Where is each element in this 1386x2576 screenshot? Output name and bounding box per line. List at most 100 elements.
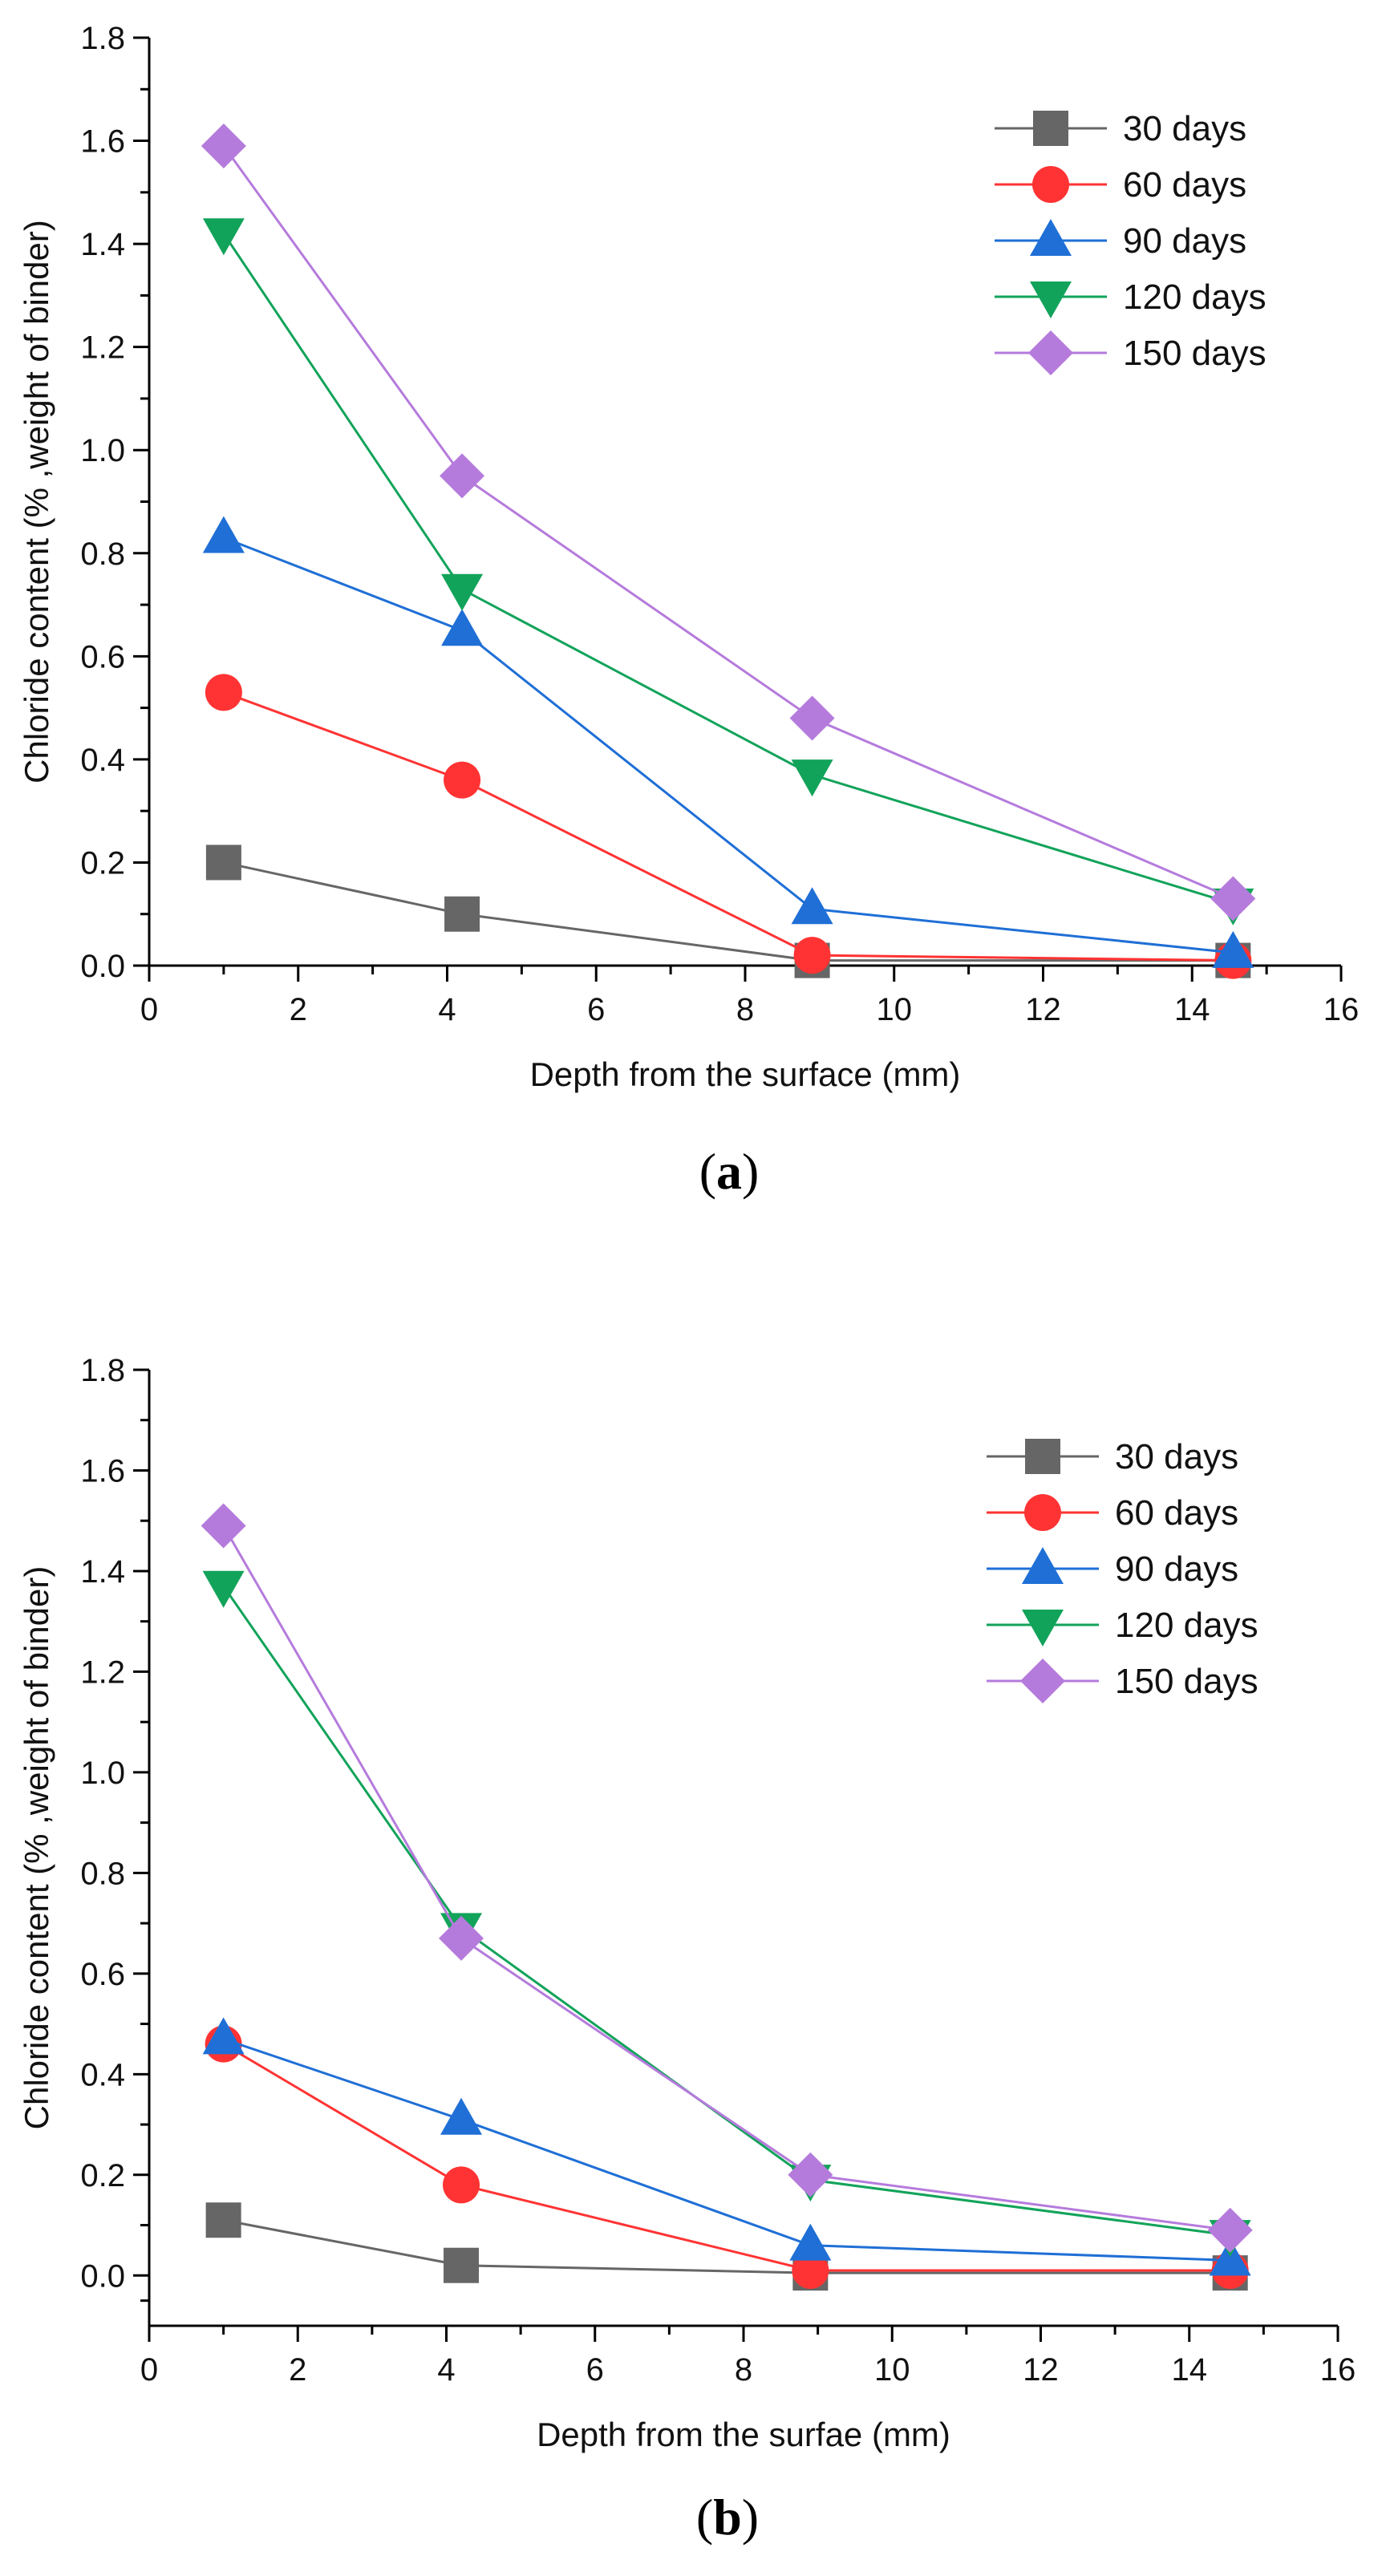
data-point [1209,2238,1251,2276]
y-tick-label: 0.8 [80,537,125,572]
legend-item: 150 days [987,1659,1258,1703]
x-tick-label: 6 [586,2352,604,2388]
series-line [222,233,1234,905]
y-tick-label: 0.0 [80,2258,125,2294]
series-4 [201,123,1256,921]
data-point [202,516,245,553]
legend-marker [1033,111,1068,146]
legend-marker [1030,281,1072,318]
data-point [789,695,835,741]
data-point [789,2223,832,2261]
series-1 [205,674,1252,979]
legend-label: 30 days [1115,1437,1238,1476]
legend-item: 30 days [995,109,1246,148]
x-tick-label: 6 [587,992,605,1027]
data-point [444,896,480,932]
x-tick-label: 0 [140,992,158,1027]
legend-marker [1024,1494,1061,1531]
x-tick-label: 8 [735,2352,752,2388]
legend-marker [1032,166,1069,203]
legend-label: 150 days [1115,1662,1258,1701]
x-tick-label: 8 [736,992,754,1027]
legend-item: 90 days [995,219,1246,261]
data-point [202,2017,245,2055]
legend-marker [1028,330,1073,375]
data-point [439,1915,484,1961]
legend-item: 60 days [987,1493,1238,1533]
legend-item: 30 days [987,1437,1238,1476]
x-tick-label: 16 [1320,2352,1356,2388]
series-line [222,145,1234,900]
data-point [441,609,484,646]
y-tick-label: 0.8 [80,1856,125,1891]
panel-label: (b) [696,2489,759,2546]
y-tick-label: 1.8 [80,21,125,56]
x-tick-label: 14 [1172,2352,1208,2388]
x-tick-label: 4 [438,992,456,1027]
legend-item: 60 days [995,165,1246,205]
data-point [444,761,481,799]
y-axis-title: Chloride content (% ,weight of binder) [18,1566,55,2130]
x-tick-label: 12 [1025,992,1061,1027]
legend-label: 30 days [1123,109,1246,148]
series-line [223,861,1234,962]
x-tick-label: 4 [437,2352,455,2388]
series-line [223,2218,1230,2274]
series-line [222,2043,1230,2272]
data-point [1212,930,1254,968]
x-tick-label: 2 [290,992,307,1027]
legend-label: 120 days [1115,1606,1258,1645]
series-line [223,691,1234,962]
y-tick-label: 0.0 [80,949,125,984]
chart-panel-b: 0 2 4 6 8 10 12 14 16 0.0 0.2 0.4 0.6 0.8 1.0 1.2 1.4 1.6… [18,1353,1356,2546]
x-tick-label: 14 [1174,992,1210,1027]
legend-label: 90 days [1115,1549,1238,1589]
legend-label: 60 days [1115,1493,1238,1533]
legend-label: 60 days [1123,165,1246,205]
legend: 30 days 60 days 90 days 120 days 150 days [995,109,1266,375]
x-tick-label: 10 [874,2352,910,2388]
data-point [791,887,833,925]
series-2 [202,516,1254,968]
data-point [201,1503,246,1549]
x-tick-label: 0 [140,2352,158,2388]
panel-letter: a [716,1143,742,1200]
legend-marker [1020,1659,1065,1703]
y-tick-label: 1.4 [80,1554,125,1590]
legend-label: 90 days [1123,221,1246,261]
legend-item: 120 days [995,277,1266,318]
legend-marker [1022,1610,1064,1646]
data-point [441,573,484,611]
panel-label: (a) [699,1143,760,1200]
legend-marker [1025,1439,1060,1474]
y-tick-label: 1.0 [80,433,125,468]
y-axis-title: Chloride content (% ,weight of binder) [18,220,55,784]
data-point [202,1570,245,1608]
y-tick-label: 1.8 [80,1353,125,1388]
data-point [443,2166,480,2204]
y-tick-label: 1.6 [80,124,125,160]
data-point [791,759,833,797]
y-tick-label: 1.2 [80,330,125,366]
data-point [202,218,245,256]
x-axis-title: Depth from the surfae (mm) [537,2416,950,2453]
legend-item: 150 days [995,330,1266,375]
y-tick-label: 0.2 [80,2158,125,2193]
y-tick-label: 0.6 [80,639,125,674]
data-point [1210,876,1256,921]
data-point [440,2097,483,2135]
y-tick-label: 1.0 [80,1756,125,1791]
data-point [440,453,485,499]
legend: 30 days 60 days 90 days 120 days 150 days [987,1437,1258,1703]
series-3 [202,218,1254,925]
data-point [792,2251,829,2289]
data-point [205,674,242,711]
x-tick-label: 16 [1323,992,1360,1027]
series-line [222,1525,1230,2232]
legend-marker [1022,1547,1064,1584]
series-line [223,2037,1230,2262]
data-point [788,2152,833,2197]
legend-label: 150 days [1123,334,1266,373]
legend-marker [1030,219,1072,256]
